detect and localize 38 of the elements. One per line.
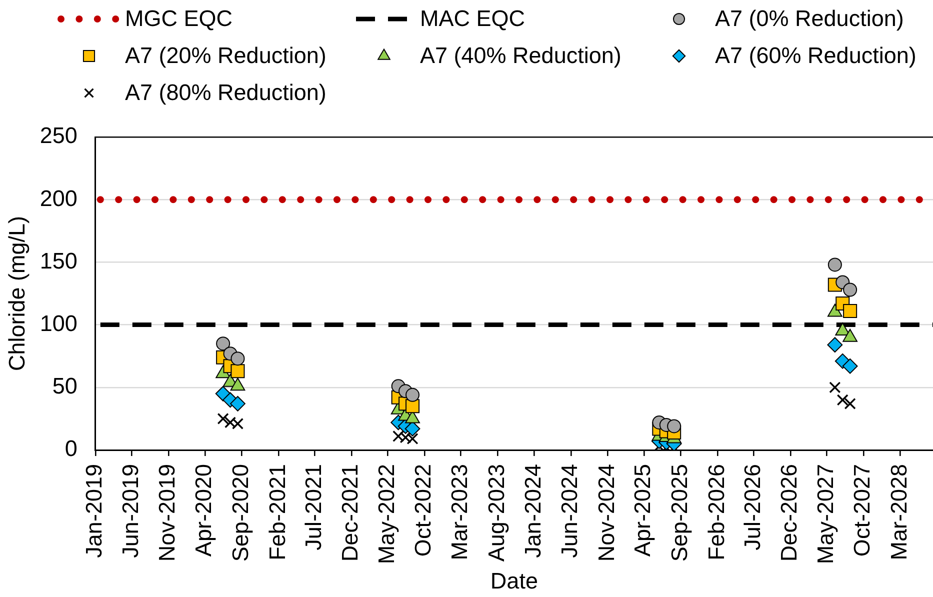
- y-tick-label: 100: [40, 311, 78, 336]
- y-tick-label: 50: [52, 374, 78, 399]
- x-tick-label: Jun-2024: [557, 464, 582, 558]
- x-tick-label: Jul-2021: [300, 464, 326, 550]
- x-tick-label: May-2022: [374, 464, 399, 564]
- x-tick-label: Jan-2019: [82, 464, 107, 558]
- x-tick-label: Dec-2021: [338, 464, 363, 562]
- x-tick-label: Nov-2024: [594, 464, 619, 562]
- x-tick-label: Sep-2020: [228, 464, 254, 562]
- x-tick-label: Sep-2025: [667, 464, 692, 562]
- x-tick-label: Dec-2026: [776, 464, 802, 562]
- x-tick-label: Aug-2023: [484, 464, 509, 562]
- y-tick-label: 200: [40, 186, 78, 211]
- y-tick-label: 0: [64, 436, 78, 462]
- x-tick-label: Oct-2022: [410, 464, 436, 557]
- legend-label: A7 (80% Reduction): [125, 80, 326, 106]
- legend-label: A7 (60% Reduction): [715, 43, 916, 68]
- legend-label: MGC EQC: [125, 6, 233, 32]
- x-tick-label: Oct-2027: [850, 464, 875, 557]
- x-tick-label: Apr-2020: [191, 464, 216, 557]
- x-tick-label: Mar-2023: [447, 464, 472, 560]
- x-tick-label: Jun-2019: [118, 464, 143, 558]
- x-tick-label: Nov-2019: [154, 464, 180, 562]
- x-tick-label: Feb-2026: [704, 464, 729, 560]
- x-tick-label: Apr-2025: [630, 464, 656, 557]
- y-tick-label: 250: [40, 123, 78, 148]
- legend-label: A7 (0% Reduction): [715, 6, 904, 32]
- x-tick-label: Jan-2024: [520, 464, 546, 558]
- legend-label: MAC EQC: [420, 6, 526, 32]
- x-tick-label: Mar-2028: [886, 464, 912, 560]
- y-tick-label: 150: [40, 248, 78, 274]
- x-tick-label: May-2027: [812, 464, 838, 564]
- x-tick-label: Feb-2021: [264, 464, 290, 560]
- y-axis-title: Chloride (mg/L): [4, 216, 30, 372]
- legend-label: A7 (20% Reduction): [125, 43, 326, 68]
- legend-label: A7 (40% Reduction): [420, 43, 622, 68]
- x-axis-title: Date: [490, 568, 538, 594]
- x-tick-label: Jul-2026: [740, 464, 765, 550]
